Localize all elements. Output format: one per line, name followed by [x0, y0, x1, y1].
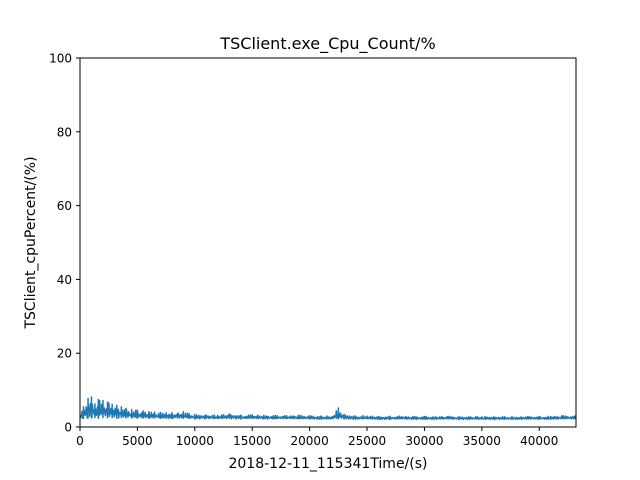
x-tick-label: 30000: [405, 434, 443, 448]
y-tick-label: 0: [64, 421, 72, 435]
x-tick-label: 15000: [233, 434, 271, 448]
x-axis-ticks: 0 5000 10000 15000 20000 25000 30000 35000 40000: [76, 427, 558, 448]
x-tick-label: 40000: [520, 434, 558, 448]
y-tick-label: 20: [57, 347, 72, 361]
x-tick-label: 20000: [291, 434, 329, 448]
y-tick-label: 40: [57, 273, 72, 287]
y-tick-label: 100: [49, 52, 72, 66]
y-tick-label: 80: [57, 125, 72, 139]
x-tick-label: 10000: [176, 434, 214, 448]
plot-area: [79, 57, 577, 428]
y-axis-label: TSClient_cpuPercent/(%): [23, 156, 39, 329]
chart-title: TSClient.exe_Cpu_Count/%: [219, 34, 435, 54]
axes-frame: [79, 57, 577, 428]
series-layer: [80, 396, 576, 421]
x-axis-label: 2018-12-11_115341Time/(s): [228, 456, 427, 472]
x-tick-label: 5000: [122, 434, 153, 448]
y-axis-ticks: 0 20 40 60 80 100: [49, 52, 80, 435]
y-tick-label: 60: [57, 199, 72, 213]
x-tick-label: 0: [76, 434, 84, 448]
x-tick-label: 35000: [463, 434, 501, 448]
x-tick-label: 25000: [348, 434, 386, 448]
